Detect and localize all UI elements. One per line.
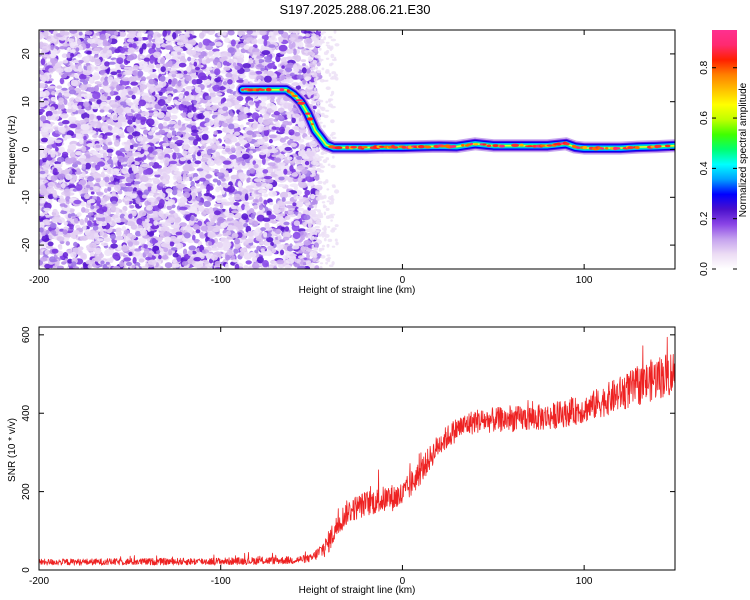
spectrogram-x-tick-label: 0 [400,275,406,286]
spectrogram-y-tick-label: 10 [21,96,32,108]
colorbar-tick-label: 0.4 [699,161,710,175]
snr-y-tick-label: 400 [21,404,32,421]
snr-x-tick-label: 0 [400,576,406,587]
spectrogram-y-tick-label: 0 [21,146,32,152]
spectrogram-y-tick-label: -20 [21,237,32,252]
colorbar: 0.0 0.2 0.4 0.6 0.8 Normalized spectral ampl… [699,30,749,276]
spectrogram-x-axis-label: Height of straight line (km) [299,285,416,296]
snr-frame [38,326,676,571]
snr-y-tick-label: 200 [21,483,32,500]
colorbar-tick-label: 0.8 [699,60,710,74]
snr-panel: -200 -100 0 100 0 200 400 600 Height of straig… [7,326,676,596]
snr-x-tick-label: 100 [576,576,593,587]
snr-y-tick-label: 0 [21,567,32,573]
spectrogram-x-tick-label: -200 [29,275,49,286]
snr-x-axis-label: Height of straight line (km) [299,585,416,596]
spectrogram-ridge [236,83,675,155]
figure-title: S197.2025.288.06.21.E30 [279,2,430,17]
spectrogram-x-tick-label: -100 [211,275,231,286]
snr-series-line [39,336,675,566]
spectrogram-y-axis-label: Frequency (Hz) [7,116,18,185]
colorbar-tick-label: 0.6 [699,111,710,125]
spectrogram-x-tick-label: 100 [576,275,593,286]
snr-y-tick-label: 600 [21,326,32,343]
spectrogram-y-ticks: -20 -10 0 10 20 [21,48,675,252]
colorbar-tick-label: 0.2 [699,211,710,225]
spectrogram-y-tick-label: 20 [21,48,32,60]
snr-y-ticks: 0 200 400 600 [21,326,675,573]
colorbar-tick-label: 0.0 [699,262,710,276]
snr-plot-area [39,327,675,570]
colorbar-label: Normalized spectral amplitude [738,82,749,217]
spectrogram-y-tick-label: -10 [21,190,32,205]
spectrogram-x-ticks: -200 -100 0 100 [29,30,593,286]
snr-x-tick-label: -100 [211,576,231,587]
colorbar-ticks: 0.0 0.2 0.4 0.6 0.8 [699,60,737,276]
snr-x-ticks: -200 -100 0 100 [29,327,593,587]
colorbar-gradient [712,30,737,269]
spectrogram-noise-field [39,30,340,269]
snr-x-tick-label: -200 [29,576,49,587]
snr-y-axis-label: SNR (10 * v/v) [7,418,18,482]
